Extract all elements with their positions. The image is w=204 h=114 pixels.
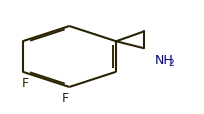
Text: F: F (22, 76, 29, 89)
Text: 2: 2 (168, 58, 174, 67)
Text: NH: NH (155, 54, 174, 67)
Text: F: F (62, 91, 69, 104)
